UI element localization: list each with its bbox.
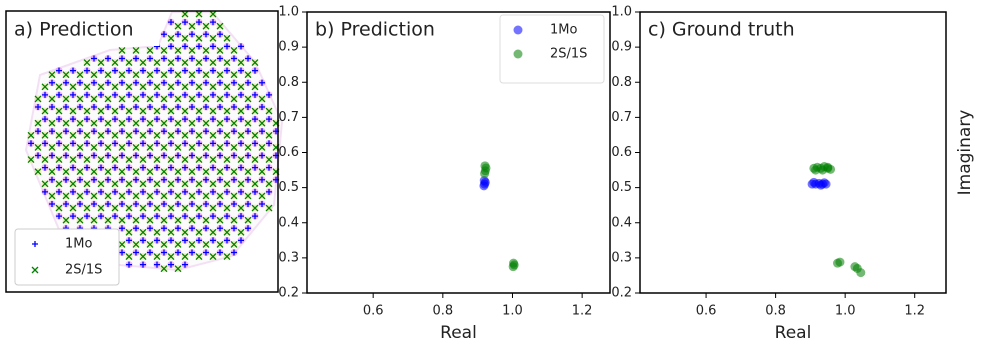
y-tick-label: 0.4 (611, 215, 632, 230)
figure: a) Prediction 1Mo 2S/1S 0.6 0.8 1.0 1.2 0.2 0.3 0… (0, 0, 981, 344)
y-tick-label: 1.0 (611, 5, 632, 20)
legend-label: 1Mo (550, 23, 577, 38)
y-axis-label: Imaginary (955, 110, 975, 196)
y-tick-label: 0.9 (611, 40, 632, 55)
x-tick-label: 0.6 (363, 304, 384, 319)
legend-marker (514, 26, 523, 35)
x-tick-label: 0.6 (696, 304, 717, 319)
point (835, 258, 844, 267)
y-tick-label: 0.7 (611, 110, 632, 125)
x-tick-label: 1.2 (572, 304, 593, 319)
point (856, 268, 865, 277)
y-tick-label: 0.5 (278, 180, 299, 195)
point (820, 178, 829, 187)
x-tick-label: 1.2 (904, 304, 925, 319)
panel-title: a) Prediction (14, 19, 133, 41)
y-tick-label: 0.4 (278, 215, 299, 230)
y-tick-label: 0.8 (611, 75, 632, 90)
panel-title: b) Prediction (315, 19, 435, 41)
point (823, 163, 832, 172)
y-tick-label: 0.3 (278, 250, 299, 265)
y-tick-label: 0.3 (611, 250, 632, 265)
y-tick-label: 0.9 (278, 40, 299, 55)
x-axis-label: Real (440, 323, 477, 343)
y-tick-label: 0.6 (611, 145, 632, 160)
x-tick-label: 1.0 (502, 304, 523, 319)
y-tick-label: 0.2 (611, 286, 632, 301)
axes-frame (640, 12, 946, 293)
legend-label: 2S/1S (550, 47, 587, 62)
x-tick-label: 1.0 (835, 304, 856, 319)
panel-title: c) Ground truth (648, 19, 795, 41)
x-axis-label: Real (775, 323, 812, 343)
y-tick-label: 0.2 (278, 286, 299, 301)
y-tick-label: 0.8 (278, 75, 299, 90)
legend-label: 2S/1S (65, 263, 102, 278)
point (480, 161, 489, 170)
y-tick-label: 1.0 (278, 5, 299, 20)
y-tick-label: 0.6 (278, 145, 299, 160)
y-tick-label: 0.7 (278, 110, 299, 125)
x-tick-label: 0.8 (432, 304, 453, 319)
y-tick-label: 0.5 (611, 180, 632, 195)
point (509, 259, 518, 268)
x-tick-label: 0.8 (765, 304, 786, 319)
legend-marker (514, 50, 523, 59)
legend-label: 1Mo (65, 237, 92, 252)
